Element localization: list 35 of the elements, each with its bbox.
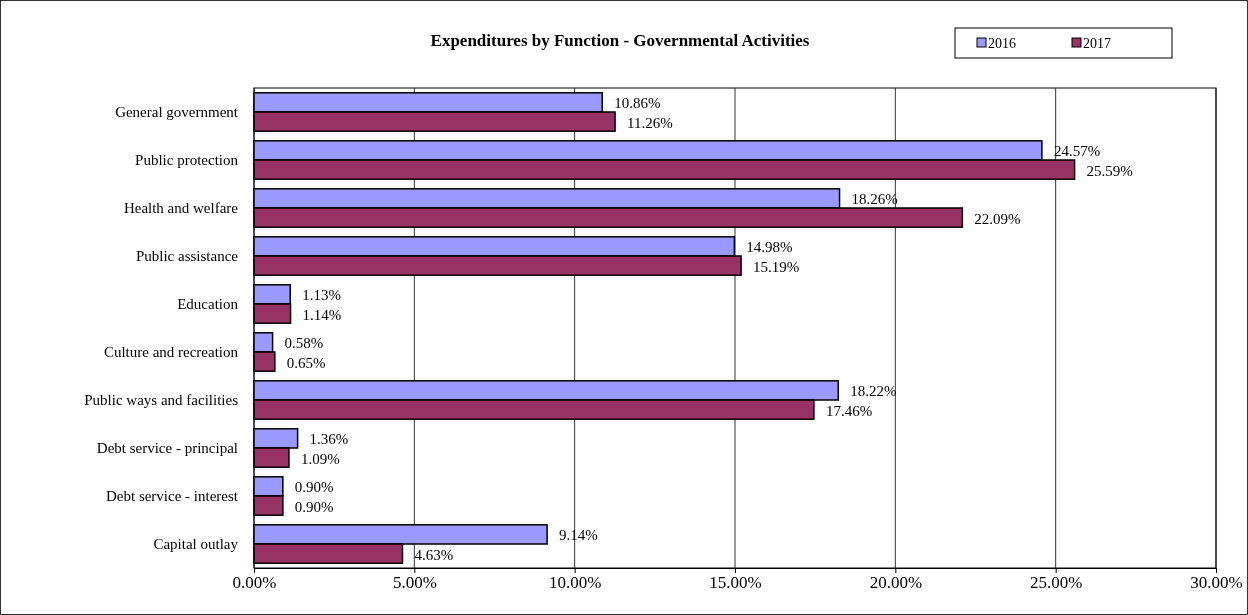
data-label: 17.46% <box>825 402 873 419</box>
data-label: 22.09% <box>974 210 1021 227</box>
y-tick-label: Debt service - interest <box>105 487 239 504</box>
data-label: 10.86% <box>614 95 661 112</box>
data-label: 1.14% <box>302 306 342 323</box>
y-tick-label: Health and welfare <box>123 199 239 216</box>
y-tick-label: Debt service - principal <box>96 439 238 456</box>
y-tick-label: Public assistance <box>135 247 239 264</box>
data-label: 1.36% <box>309 431 349 448</box>
y-tick-label: Public ways and facilities <box>84 391 239 408</box>
data-label: 25.59% <box>1086 162 1133 179</box>
y-tick-label: Capital outlay <box>153 535 239 552</box>
data-label: 0.90% <box>294 498 334 515</box>
x-tick-label: 15.00% <box>709 573 762 593</box>
x-tick-label: 25.00% <box>1029 573 1083 593</box>
y-tick-label: Culture and recreation <box>103 343 239 360</box>
x-tick-label: 10.00% <box>548 573 602 593</box>
y-tick-label: Public protection <box>135 151 239 168</box>
x-tick-label: 0.00% <box>232 573 277 593</box>
data-label: 0.65% <box>286 354 326 371</box>
legend-label: 2017 <box>1083 36 1111 51</box>
legend-label: 2016 <box>988 36 1016 51</box>
x-tick-label: 30.00% <box>1190 573 1243 593</box>
data-label: 1.13% <box>302 287 341 304</box>
x-tick-label: 5.00% <box>392 573 437 593</box>
y-tick-label: General government <box>115 103 239 120</box>
data-label: 0.58% <box>284 335 324 352</box>
y-tick-label: Education <box>177 295 239 312</box>
data-label: 14.98% <box>746 239 793 256</box>
data-label: 11.26% <box>627 114 673 131</box>
chart-title: Expenditures by Function - Governmental Activities <box>430 31 810 50</box>
data-label: 0.90% <box>294 479 334 496</box>
x-tick-label: 20.00% <box>869 573 923 593</box>
data-label: 1.09% <box>300 450 340 467</box>
data-label: 15.19% <box>753 258 800 275</box>
